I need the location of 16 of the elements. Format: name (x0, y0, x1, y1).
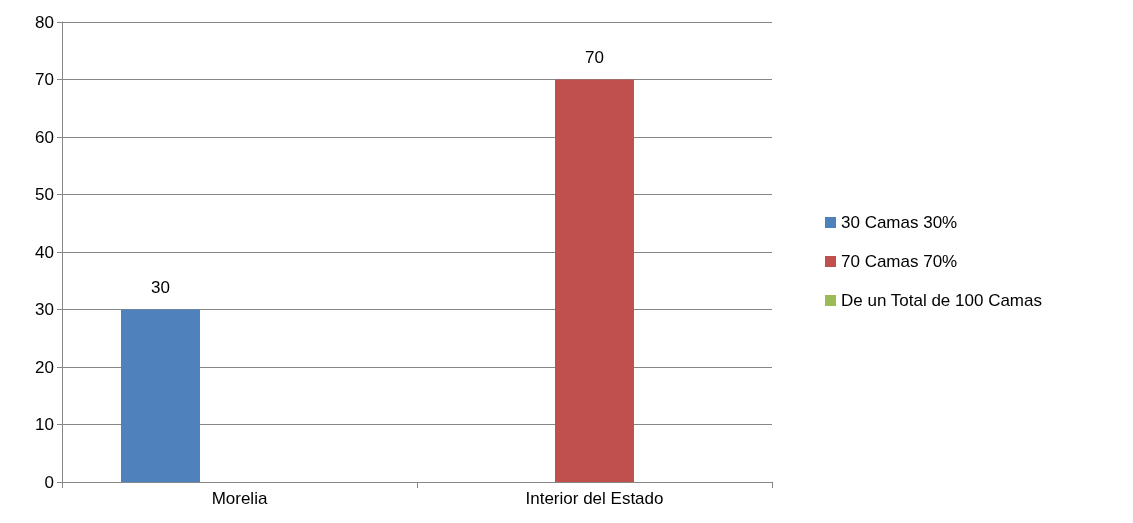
y-tick-label: 20 (35, 357, 54, 377)
legend-label: 70 Camas 70% (841, 252, 958, 271)
y-tick-label: 70 (35, 70, 54, 89)
legend-label: 30 Camas 30% (841, 213, 958, 232)
data-label: 70 (585, 47, 604, 67)
y-tick-label: 50 (35, 185, 54, 204)
y-tick-label: 80 (35, 12, 54, 32)
legend-label: De un Total de 100 Camas (841, 291, 1042, 310)
y-tick-label: 60 (35, 127, 54, 147)
y-tick-label: 0 (44, 472, 54, 492)
data-label: 30 (151, 277, 170, 297)
x-tick-label: Interior del Estado (525, 489, 664, 508)
x-tick-label: Morelia (211, 489, 268, 508)
y-tick-label: 40 (35, 242, 54, 262)
y-tick-label: 10 (35, 415, 54, 434)
y-tick-label: 30 (35, 300, 54, 319)
